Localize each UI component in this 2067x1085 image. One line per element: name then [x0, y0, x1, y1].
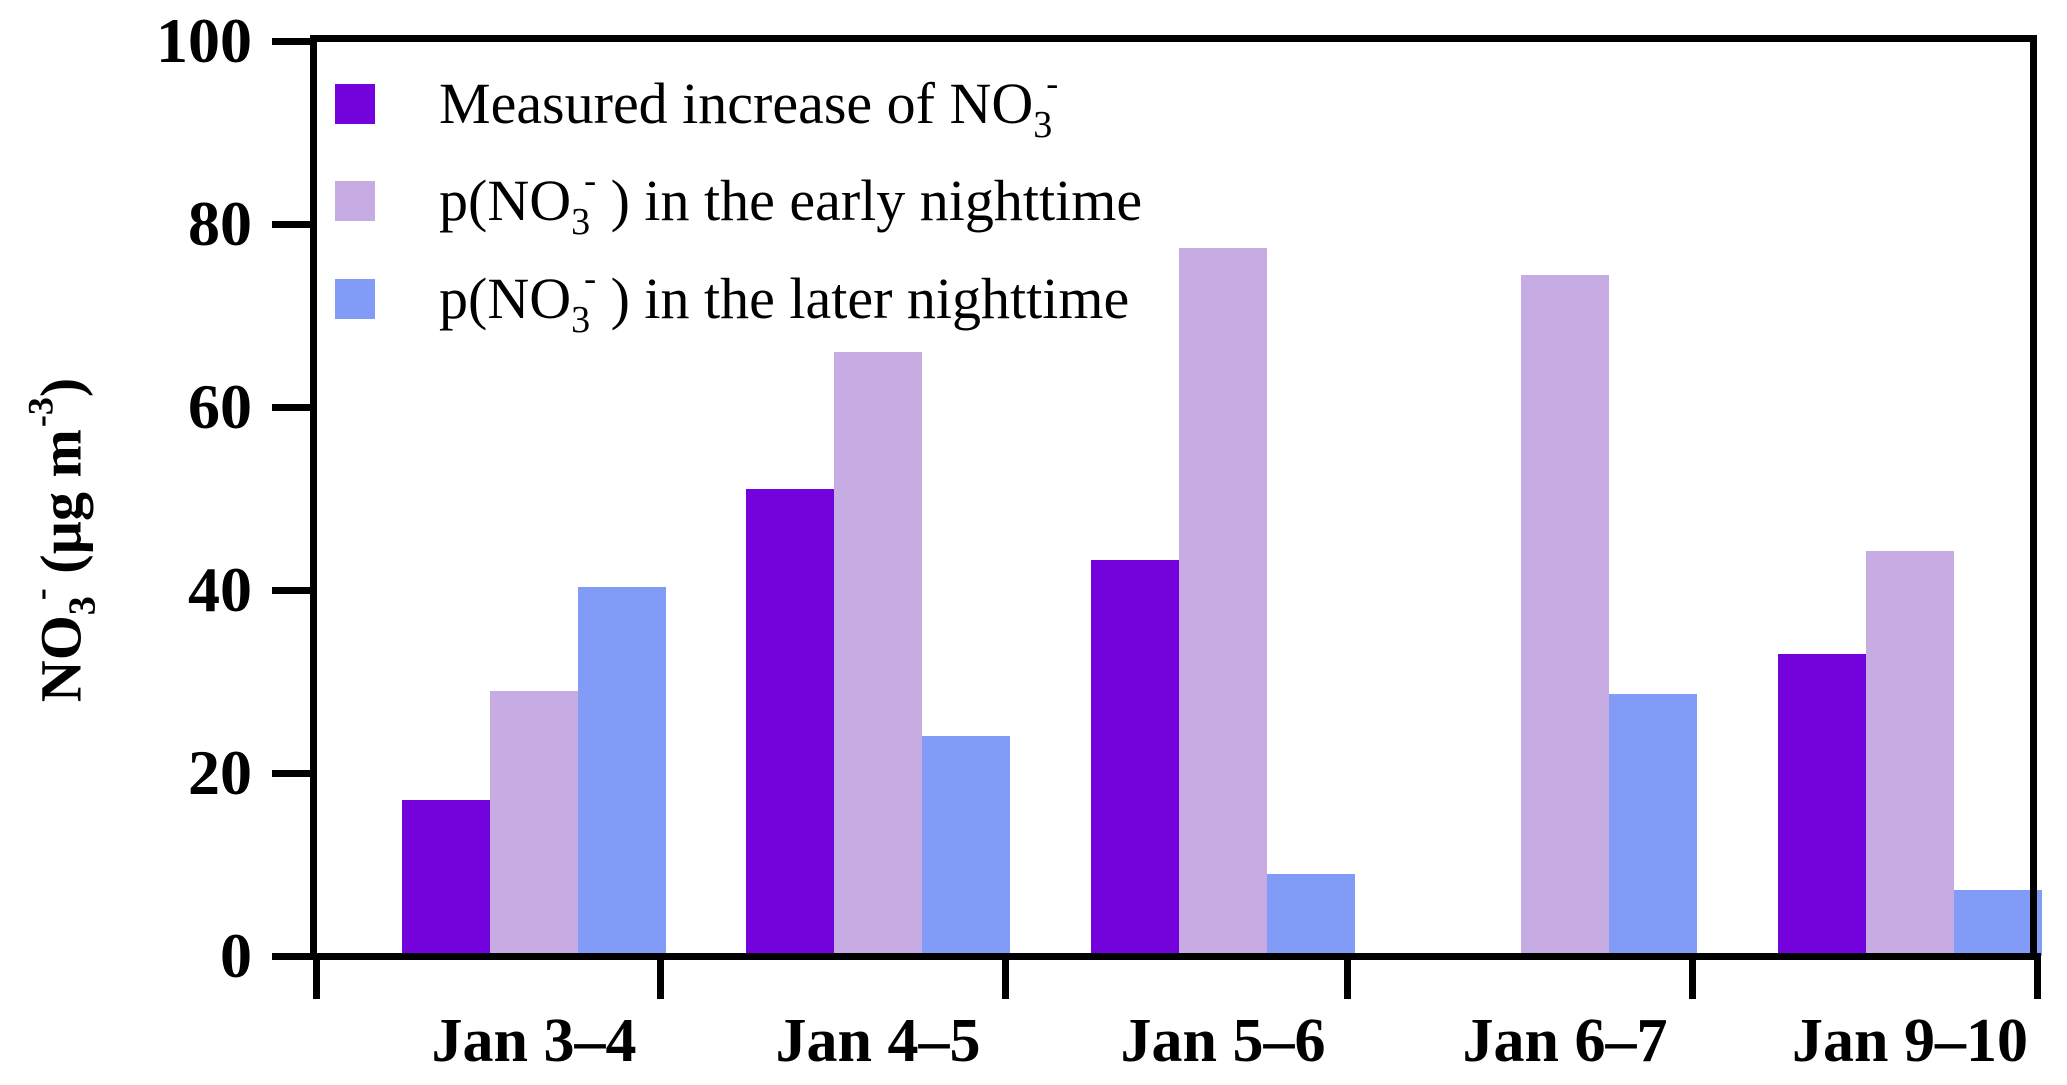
x-axis-tick: [312, 953, 320, 999]
x-axis-tick: [656, 953, 664, 999]
x-category-label: Jan 4–5: [775, 1007, 981, 1075]
bar: [1091, 559, 1179, 956]
bar: [402, 800, 490, 956]
legend-label-text: p(NO: [439, 168, 572, 233]
y-axis-tick: [272, 220, 310, 228]
bar: [1778, 654, 1866, 956]
y-axis-tick: [272, 37, 310, 45]
legend-item-measured: Measured increase of NO3-: [335, 63, 1058, 146]
legend-label-text: p(NO: [439, 266, 572, 331]
bar: [1521, 275, 1609, 956]
legend-label-measured: Measured increase of NO3-: [439, 54, 1058, 154]
bar: [746, 489, 834, 956]
x-category-label: Jan 3–4: [431, 1007, 637, 1075]
bar: [1179, 247, 1267, 956]
y-axis-tick: [272, 952, 310, 960]
legend-label-subscript: 3: [571, 299, 591, 341]
legend-label-subscript: 3: [571, 201, 591, 243]
y-axis-tick: [272, 586, 310, 594]
y-tick-label: 60: [188, 371, 252, 442]
x-axis-tick: [1343, 953, 1351, 999]
legend-swatch-early-nighttime: [335, 181, 375, 221]
legend-label-superscript: -: [584, 258, 597, 298]
x-category-label: Jan 6–7: [1462, 1007, 1668, 1075]
y-axis-title-text: NO: [28, 615, 94, 703]
x-axis-tick: [1688, 953, 1696, 999]
legend-label-superscript: -: [1046, 63, 1059, 103]
x-category-label: Jan 9–10: [1792, 1007, 2028, 1075]
bar: [1866, 550, 1954, 956]
bar: [922, 736, 1010, 956]
y-axis-tick: [272, 769, 310, 777]
bar: [578, 587, 666, 956]
bar: [490, 690, 578, 956]
legend-label-text: Measured increase of NO: [439, 71, 1034, 136]
legend-item-later-nighttime: p(NO3- ) in the later nighttime: [335, 258, 1129, 341]
legend-label-suffix: ) in the later nighttime: [596, 266, 1130, 331]
bar: [1954, 890, 2042, 956]
bar: [834, 352, 922, 956]
legend-label-suffix: ) in the early nighttime: [596, 168, 1143, 233]
y-tick-label: 20: [188, 737, 252, 808]
y-tick-label: 40: [188, 554, 252, 625]
legend-label-superscript: -: [584, 160, 597, 200]
legend-swatch-measured: [335, 84, 375, 124]
legend-item-early-nighttime: p(NO3- ) in the early nighttime: [335, 160, 1142, 243]
y-tick-label: 0: [220, 920, 252, 991]
legend-swatch-later-nighttime: [335, 279, 375, 319]
x-axis-tick: [2033, 953, 2041, 999]
y-axis-tick: [272, 403, 310, 411]
x-category-label: Jan 5–6: [1120, 1007, 1326, 1075]
legend-label-later-nighttime: p(NO3- ) in the later nighttime: [439, 249, 1129, 349]
bar: [1609, 694, 1697, 956]
legend-label-subscript: 3: [1033, 104, 1053, 146]
x-axis-tick: [1001, 953, 1009, 999]
y-tick-label: 80: [188, 188, 252, 259]
legend-label-early-nighttime: p(NO3- ) in the early nighttime: [439, 151, 1142, 251]
y-tick-label: 100: [156, 5, 252, 76]
bar: [1267, 873, 1355, 956]
